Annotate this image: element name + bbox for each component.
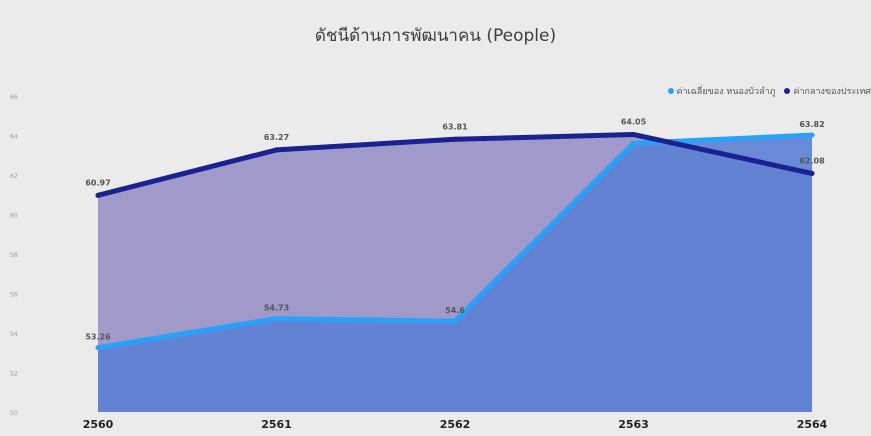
area-fill-series-0 xyxy=(98,135,812,413)
data-point-series-0 xyxy=(452,318,458,324)
data-point-series-0 xyxy=(95,345,101,351)
y-tick-label: 56 xyxy=(10,292,18,299)
data-point-series-1 xyxy=(631,132,636,138)
data-label: 63.27 xyxy=(264,133,289,142)
chart-legend: ค่าเฉลี่ยของ หนองบัวลำภู ค่ากลางของประเท… xyxy=(662,84,871,98)
data-label: 63.82 xyxy=(799,120,824,129)
x-tick-label: 2562 xyxy=(440,418,471,431)
x-tick-label: 2561 xyxy=(261,418,292,431)
legend-swatch-national xyxy=(784,88,791,94)
y-tick-label: 50 xyxy=(10,410,18,417)
x-tick-label: 2563 xyxy=(618,418,649,431)
data-point-series-1 xyxy=(274,147,279,153)
y-tick-label: 54 xyxy=(10,331,18,338)
y-tick-label: 52 xyxy=(10,371,18,378)
legend-label-province: ค่าเฉลี่ยของ หนองบัวลำภู xyxy=(676,87,776,97)
y-tick-label: 62 xyxy=(10,173,18,180)
y-tick-label: 60 xyxy=(10,213,18,220)
y-tick-label: 64 xyxy=(10,134,18,141)
y-tick-label: 66 xyxy=(10,94,18,101)
legend-item-province: ค่าเฉลี่ยของ หนองบัวลำภู xyxy=(667,84,776,98)
data-point-series-1 xyxy=(809,170,815,176)
data-point-series-0 xyxy=(809,132,815,138)
data-label: 63.81 xyxy=(442,122,468,131)
x-tick-label: 2560 xyxy=(83,418,114,431)
data-label: 53.26 xyxy=(85,333,111,342)
data-point-series-0 xyxy=(631,140,636,146)
data-label: 54.6 xyxy=(445,306,465,315)
legend-item-national: ค่ากลางของประเทศ xyxy=(784,84,871,98)
data-label: 60.97 xyxy=(85,178,110,187)
chart-title: ดัชนีด้านการพัฒนาคน (People) xyxy=(314,26,557,46)
data-point-series-0 xyxy=(274,316,279,322)
data-label: 64.05 xyxy=(621,118,647,127)
data-label: 54.73 xyxy=(264,304,289,313)
y-tick-label: 58 xyxy=(10,252,18,259)
legend-label-national: ค่ากลางของประเทศ xyxy=(793,87,871,97)
x-tick-label: 2564 xyxy=(797,418,828,431)
data-point-series-1 xyxy=(452,136,458,142)
data-point-series-1 xyxy=(95,192,101,198)
data-label: 62.08 xyxy=(799,156,825,165)
legend-swatch-province xyxy=(667,88,674,94)
